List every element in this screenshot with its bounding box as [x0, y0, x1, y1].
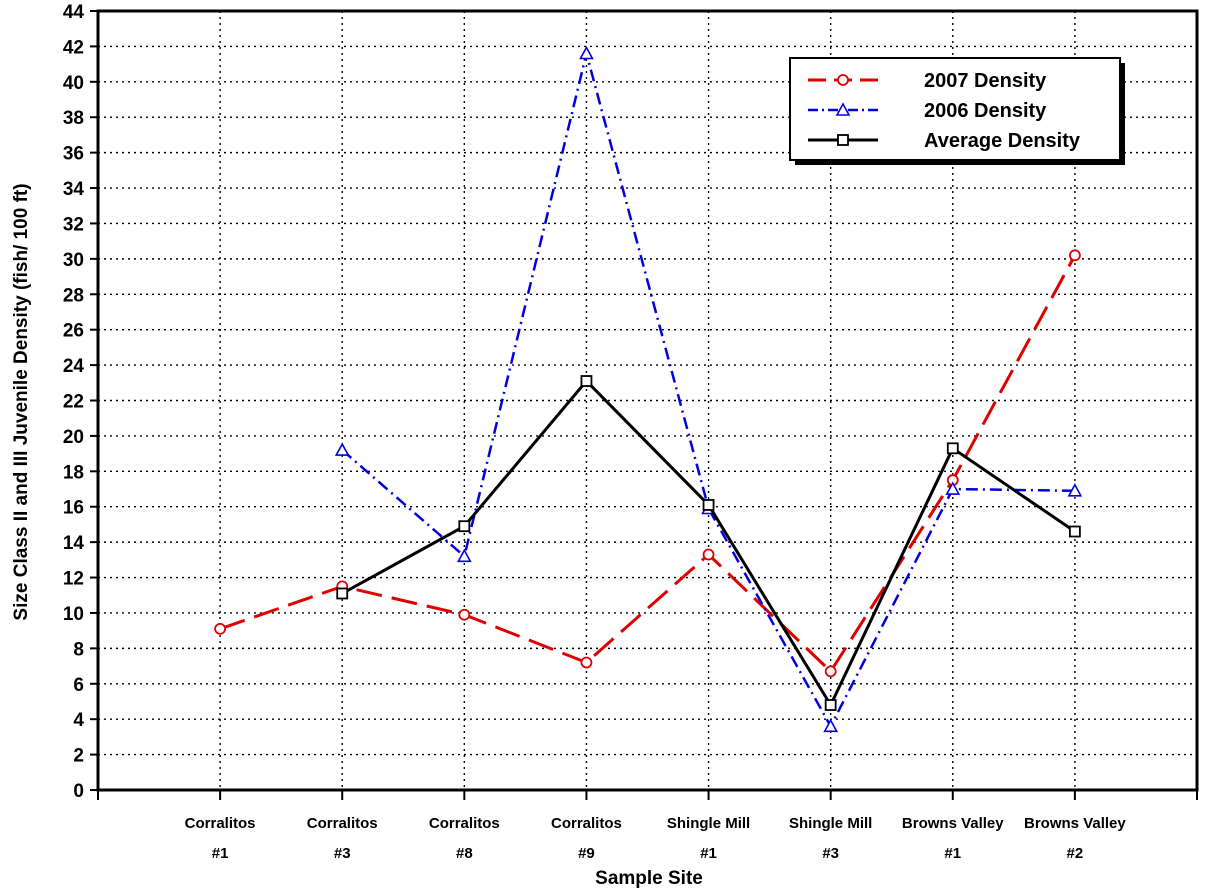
x-tick-label-number: #1 — [212, 845, 229, 862]
x-tick-label: Browns Valley — [1024, 815, 1126, 832]
y-tick-label: 28 — [63, 285, 84, 306]
data-point-circle — [458, 608, 471, 621]
data-point-triangle — [456, 548, 472, 563]
y-tick-label: 24 — [63, 356, 85, 377]
y-tick-label: 10 — [63, 604, 84, 625]
legend-label: 2007 Density — [924, 70, 1047, 92]
x-tick-label-number: #2 — [1067, 845, 1084, 862]
legend-entry: 2007 Density — [808, 70, 1047, 92]
x-tick-label: Shingle Mill — [667, 815, 750, 832]
data-point-circle — [824, 665, 837, 678]
y-tick-labels: 0246810121416182022242628303234363840424… — [63, 2, 85, 802]
data-point-square — [458, 520, 471, 533]
y-tick-label: 16 — [63, 498, 84, 519]
x-tick-label: Corralitos — [307, 815, 378, 832]
y-tick-label: 0 — [73, 781, 84, 802]
data-point-triangle — [823, 718, 839, 733]
data-point-circle — [214, 622, 227, 635]
legend: 2007 Density 2006 Density Average Density — [789, 57, 1125, 165]
series-2007-density — [214, 249, 1081, 678]
y-tick-label: 36 — [63, 144, 84, 165]
y-tick-label: 20 — [63, 427, 84, 448]
x-tick-label: Corralitos — [551, 815, 622, 832]
y-tick-label: 42 — [63, 37, 84, 58]
data-point-square — [1068, 525, 1081, 538]
series — [214, 45, 1083, 733]
data-point-triangle — [579, 45, 594, 60]
series-line — [341, 379, 1076, 707]
y-tick-label: 2 — [73, 746, 84, 767]
legend-entry: 2006 Density — [808, 100, 1047, 122]
data-point-square — [336, 587, 349, 600]
y-tick-label: 32 — [63, 214, 84, 235]
y-axis-title: Size Class II and III Juvenile Density (… — [11, 183, 32, 620]
y-tick-label: 34 — [63, 179, 85, 200]
legend-label: 2006 Density — [924, 100, 1047, 122]
y-tick-label: 8 — [73, 639, 84, 660]
data-point-triangle — [835, 102, 851, 116]
series-line — [219, 254, 1077, 673]
data-point-circle — [580, 656, 593, 669]
data-point-square — [824, 699, 837, 711]
x-tick-label-number: #8 — [456, 845, 473, 862]
data-point-circle — [837, 74, 849, 86]
data-point-square — [580, 375, 593, 387]
x-tick-label: Corralitos — [185, 815, 256, 832]
x-tick-label: Shingle Mill — [789, 815, 872, 832]
series-average-density — [336, 375, 1081, 711]
x-tick-label-number: #3 — [822, 845, 839, 862]
axes — [90, 9, 1199, 800]
y-tick-label: 6 — [73, 675, 84, 696]
legend-entry: Average Density — [808, 130, 1081, 152]
data-point-triangle — [945, 481, 961, 495]
y-tick-label: 26 — [63, 321, 84, 342]
data-point-square — [837, 134, 849, 146]
y-tick-label: 30 — [63, 250, 84, 271]
y-tick-label: 22 — [63, 392, 84, 413]
y-tick-label: 14 — [63, 533, 85, 554]
x-tick-label: Corralitos — [429, 815, 500, 832]
x-tick-label-number: #9 — [578, 845, 595, 862]
y-tick-label: 18 — [63, 462, 84, 483]
x-tick-label: Browns Valley — [902, 815, 1004, 832]
x-tick-labels: Corralitos #1 Corralitos #3 Corralitos #8 Corr… — [185, 815, 1127, 862]
y-tick-label: 38 — [63, 108, 84, 129]
data-point-circle — [702, 548, 715, 561]
data-point-square — [702, 499, 715, 511]
x-axis-title: Sample Site — [595, 868, 703, 889]
data-point-triangle — [1067, 483, 1083, 497]
x-tick-label-number: #3 — [334, 845, 351, 862]
y-tick-label: 4 — [73, 710, 84, 731]
x-tick-label-number: #1 — [700, 845, 717, 862]
data-point-triangle — [334, 442, 350, 456]
data-point-square — [946, 442, 959, 455]
data-point-circle — [1068, 249, 1081, 262]
x-tick-label-number: #1 — [944, 845, 961, 862]
legend-label: Average Density — [924, 130, 1081, 152]
y-tick-label: 44 — [63, 2, 85, 23]
y-tick-label: 12 — [63, 569, 84, 590]
y-tick-label: 40 — [63, 73, 84, 94]
